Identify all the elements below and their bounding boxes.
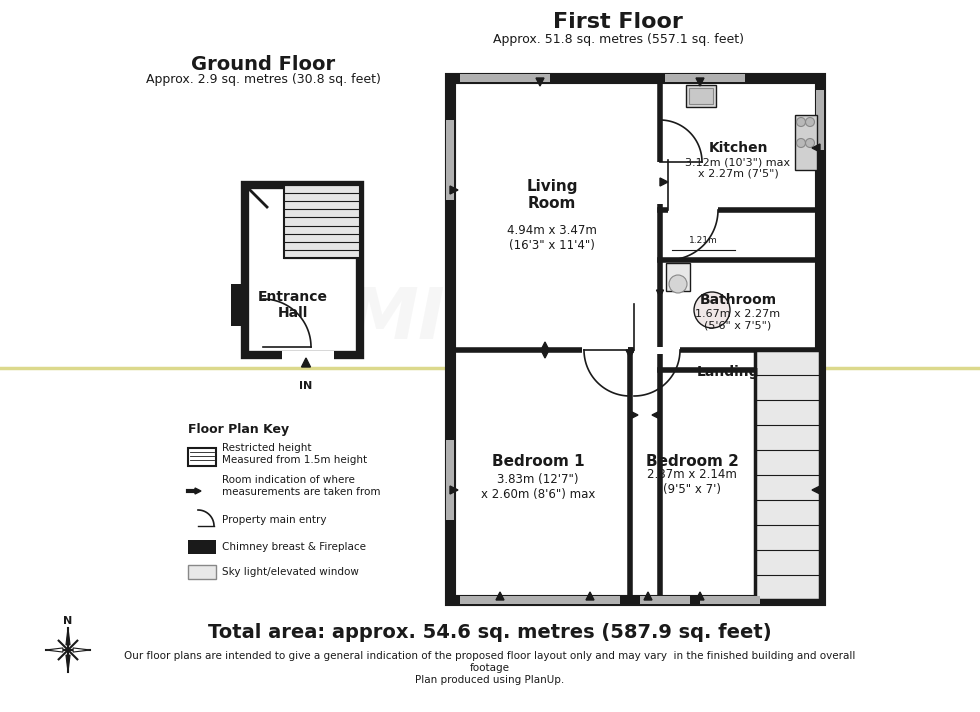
Text: Our floor plans are intended to give a general indication of the proposed floor : Our floor plans are intended to give a g… <box>124 651 856 661</box>
Bar <box>282 351 334 361</box>
Bar <box>665 74 745 82</box>
Text: Entrance
Hall: Entrance Hall <box>258 290 328 320</box>
Text: Bedroom 2: Bedroom 2 <box>646 454 739 469</box>
Text: IN: IN <box>299 381 313 391</box>
Circle shape <box>797 117 806 127</box>
Polygon shape <box>541 350 549 358</box>
Text: Landing: Landing <box>697 365 760 379</box>
Bar <box>582 347 628 354</box>
Bar <box>666 263 690 291</box>
Text: Chimney breast & Fireplace: Chimney breast & Fireplace <box>222 542 366 552</box>
Bar <box>640 596 690 604</box>
Bar <box>460 596 560 604</box>
Text: Plan produced using PlanUp.: Plan produced using PlanUp. <box>416 675 564 685</box>
Polygon shape <box>541 342 549 350</box>
Circle shape <box>806 139 814 147</box>
Polygon shape <box>302 358 311 367</box>
Bar <box>188 540 216 554</box>
Polygon shape <box>450 486 458 494</box>
Bar <box>446 440 454 520</box>
Text: Kitchen: Kitchen <box>709 141 767 155</box>
Text: Restricted height
Measured from 1.5m height: Restricted height Measured from 1.5m hei… <box>222 443 368 465</box>
Text: Bedroom 1: Bedroom 1 <box>492 454 584 469</box>
Text: Room indication of where
measurements are taken from: Room indication of where measurements ar… <box>222 475 380 497</box>
Polygon shape <box>630 411 638 419</box>
Polygon shape <box>450 186 458 194</box>
Bar <box>560 596 620 604</box>
Circle shape <box>806 117 814 127</box>
Bar <box>634 347 680 354</box>
Text: N: N <box>64 616 73 626</box>
Bar <box>245 185 360 355</box>
Bar <box>231 284 247 326</box>
Bar <box>795 115 817 170</box>
Text: footage: footage <box>470 663 510 673</box>
Polygon shape <box>66 628 70 645</box>
Text: Approx. 2.9 sq. metres (30.8 sq. feet): Approx. 2.9 sq. metres (30.8 sq. feet) <box>146 73 380 86</box>
Text: Approx. 51.8 sq. metres (557.1 sq. feet): Approx. 51.8 sq. metres (557.1 sq. feet) <box>493 33 744 46</box>
Bar <box>686 85 716 107</box>
Bar <box>446 120 454 200</box>
Polygon shape <box>586 592 594 600</box>
Text: Sky light/elevated window: Sky light/elevated window <box>222 567 359 577</box>
Bar <box>450 78 820 600</box>
Bar <box>755 350 820 600</box>
Text: Property main entry: Property main entry <box>222 515 326 525</box>
Circle shape <box>694 292 730 328</box>
Text: Living
Room: Living Room <box>526 179 578 211</box>
Polygon shape <box>696 592 704 600</box>
Polygon shape <box>195 488 201 494</box>
Polygon shape <box>496 592 504 600</box>
Polygon shape <box>74 648 90 652</box>
Text: Floor Plan Key: Floor Plan Key <box>188 424 289 436</box>
Text: 1.21m: 1.21m <box>689 236 717 245</box>
Bar <box>689 88 713 104</box>
Bar <box>284 185 360 258</box>
Text: 1.67m x 2.27m
(5'6" x 7'5"): 1.67m x 2.27m (5'6" x 7'5") <box>696 309 780 331</box>
Circle shape <box>797 139 806 147</box>
Polygon shape <box>657 290 663 297</box>
Bar <box>188 565 216 579</box>
Bar <box>657 162 664 204</box>
Text: 4.94m x 3.47m
(16'3" x 11'4"): 4.94m x 3.47m (16'3" x 11'4") <box>507 224 597 252</box>
Polygon shape <box>660 178 668 186</box>
Polygon shape <box>626 350 634 358</box>
Text: Ground Floor: Ground Floor <box>191 56 335 75</box>
Text: MILLERS: MILLERS <box>346 286 694 355</box>
Polygon shape <box>536 78 544 86</box>
Bar <box>188 448 216 466</box>
Text: 2.87m x 2.14m
(9'5" x 7'): 2.87m x 2.14m (9'5" x 7') <box>647 468 737 496</box>
Ellipse shape <box>669 275 687 293</box>
Polygon shape <box>46 648 63 652</box>
Bar <box>816 90 824 150</box>
Polygon shape <box>696 78 704 86</box>
Polygon shape <box>652 411 660 419</box>
Polygon shape <box>66 655 70 672</box>
Text: Bathroom: Bathroom <box>700 293 776 307</box>
Bar <box>450 78 820 600</box>
Text: 3.12m (10'3") max
x 2.27m (7'5"): 3.12m (10'3") max x 2.27m (7'5") <box>685 157 791 179</box>
Polygon shape <box>644 592 652 600</box>
Bar <box>460 74 550 82</box>
Text: 3.83m (12'7")
x 2.60m (8'6") max: 3.83m (12'7") x 2.60m (8'6") max <box>481 473 595 501</box>
Bar <box>245 185 360 355</box>
Bar <box>668 207 718 214</box>
Text: Total area: approx. 54.6 sq. metres (587.9 sq. feet): Total area: approx. 54.6 sq. metres (587… <box>208 622 772 642</box>
Polygon shape <box>812 144 820 152</box>
Text: First Floor: First Floor <box>553 12 683 32</box>
Polygon shape <box>812 486 820 494</box>
Bar <box>700 596 760 604</box>
